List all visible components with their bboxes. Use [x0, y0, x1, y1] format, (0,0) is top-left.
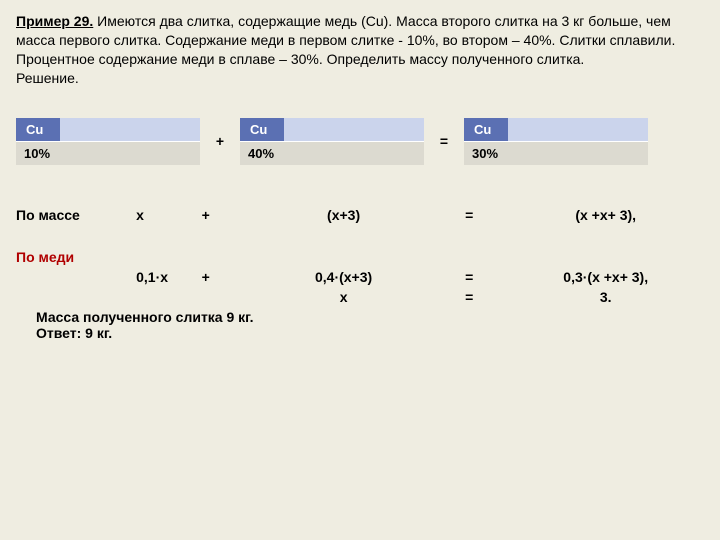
- copper-right: 0,3·(x +x+ 3),: [507, 267, 704, 287]
- cu-rest-3: [508, 118, 648, 142]
- answer-line-2: Ответ: 9 кг.: [36, 325, 704, 341]
- cu-rest-2: [284, 118, 424, 142]
- cu-label-3: Cu: [464, 118, 508, 142]
- ingot-boxes-row: Cu 10% + Cu 40% = Cu 30%: [16, 118, 704, 165]
- pct-label-3: 30%: [464, 142, 508, 165]
- problem-statement: Пример 29. Имеются два слитка, содержащи…: [16, 12, 704, 88]
- pct-rest-3: [508, 142, 648, 165]
- cu-label-1: Cu: [16, 118, 60, 142]
- cu-label-2: Cu: [240, 118, 284, 142]
- result-mid: x: [256, 287, 431, 307]
- problem-text: Имеются два слитка, содержащие медь (Cu)…: [16, 13, 675, 67]
- mass-label: По массе: [16, 205, 136, 225]
- answer-block: Масса полученного слитка 9 кг. Ответ: 9 …: [16, 309, 704, 341]
- mass-eq: =: [431, 205, 507, 225]
- plus-op-1: +: [212, 133, 228, 149]
- copper-mid: 0,4·(x+3): [256, 267, 431, 287]
- solution-label: Решение.: [16, 69, 704, 88]
- copper-eq: =: [431, 267, 507, 287]
- copper-plus: +: [202, 267, 257, 287]
- ingot-box-1: Cu 10%: [16, 118, 200, 165]
- copper-left: 0,1·x: [136, 267, 202, 287]
- result-row: x = 3.: [16, 287, 704, 307]
- cu-rest-1: [60, 118, 200, 142]
- pct-label-1: 10%: [16, 142, 60, 165]
- example-title: Пример 29.: [16, 13, 93, 29]
- pct-rest-2: [284, 142, 424, 165]
- result-eq: =: [431, 287, 507, 307]
- pct-rest-1: [60, 142, 200, 165]
- ingot-box-2: Cu 40%: [240, 118, 424, 165]
- answer-line-1: Масса полученного слитка 9 кг.: [36, 309, 704, 325]
- mass-row: По массе x + (x+3) = (x +x+ 3),: [16, 205, 704, 225]
- copper-label-row: По меди: [16, 247, 704, 267]
- result-right: 3.: [507, 287, 704, 307]
- equations-table: По массе x + (x+3) = (x +x+ 3), По меди …: [16, 205, 704, 307]
- mass-mid: (x+3): [256, 205, 431, 225]
- pct-label-2: 40%: [240, 142, 284, 165]
- copper-label: По меди: [16, 247, 704, 267]
- ingot-box-3: Cu 30%: [464, 118, 648, 165]
- eq-op-1: =: [436, 133, 452, 149]
- mass-right: (x +x+ 3),: [507, 205, 704, 225]
- copper-row: 0,1·x + 0,4·(x+3) = 0,3·(x +x+ 3),: [16, 267, 704, 287]
- mass-plus: +: [202, 205, 257, 225]
- mass-left: x: [136, 205, 202, 225]
